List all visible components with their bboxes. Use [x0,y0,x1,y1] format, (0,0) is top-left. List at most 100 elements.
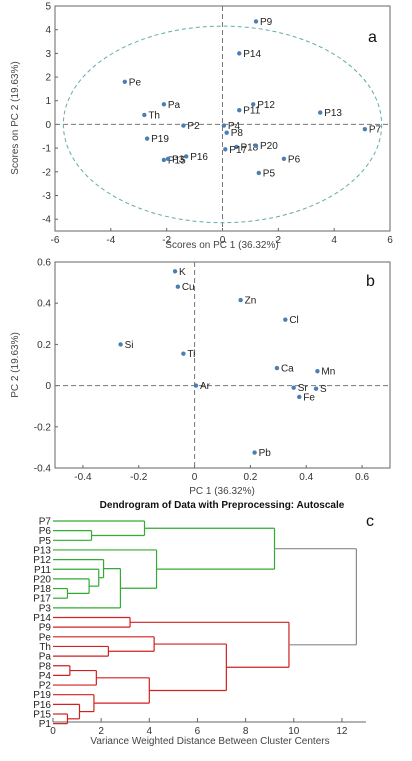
leaf-label: P15 [33,710,51,721]
data-point [184,154,189,159]
x-tick-label: 0.2 [243,472,257,483]
x-tick-label: 0 [192,472,198,483]
point-label: P4 [228,121,241,132]
leaf-label: P4 [39,671,52,682]
y-tick-label: 3 [45,49,51,60]
y-tick-label: -0.2 [34,422,52,433]
data-point [251,102,256,107]
y-tick-label: -3 [42,191,51,202]
data-point [274,365,280,371]
x-tick-label: 10 [288,726,300,737]
data-point [234,144,239,150]
data-point [181,123,186,128]
point-label: Cu [182,282,195,293]
leaf-label: Pe [39,632,52,643]
x-tick-label: 6 [195,726,201,737]
data-point [181,351,186,356]
point-label: Zn [245,296,257,307]
leaf-labels: P7P6P5P13P12P11P20P18P17P3P14P9PeThPaP8P… [33,517,51,731]
point-label: Cl [289,315,298,326]
x-tick-label: 12 [336,726,348,737]
data-point [122,79,127,84]
leaf-label: P19 [33,690,51,701]
leaf-label: P18 [33,584,51,595]
point-label: P3 [172,154,185,165]
data-point [252,450,257,455]
point-label: Pe [129,77,142,88]
y-tick-label: 2 [45,73,51,84]
leaf-label: P1 [39,719,52,730]
panel-label-b: b [366,273,375,290]
x-tick-label: -4 [106,235,115,246]
y-tick-label: -0.4 [34,464,52,475]
y-tick-label: 5 [45,2,51,13]
point-label: P14 [243,49,261,60]
x-tick-label: -6 [51,235,60,246]
point-label: P12 [257,100,275,111]
point-label: P19 [151,134,169,145]
x-tick-label: 0.4 [299,472,313,483]
point-label: Si [125,340,134,351]
leaf-label: P6 [39,526,52,537]
data-point [165,156,171,161]
point-label: P17 [229,145,247,156]
point-label: P5 [263,168,276,179]
x-tick-label: 8 [243,726,249,737]
leaf-label: P5 [39,536,52,547]
point-label: P11 [243,106,260,117]
point-label: P16 [190,152,208,163]
x-tick-label: 6 [387,235,393,246]
y-tick-label: 0.6 [37,258,51,269]
data-point [223,147,228,152]
x-axis-label-a: Scores on PC 1 (36.32%) [165,240,278,251]
y-axis-label-a: Scores on PC 2 (19.63%) [10,61,21,174]
leaf-label: P2 [39,681,52,692]
point-label: Mn [321,367,335,378]
y-tick-label: 0 [45,120,51,131]
leaf-label: P12 [33,555,51,566]
data-point [142,112,147,118]
x-tick-label: 0.6 [355,472,369,483]
axis-ticks-b: -0.4 -0.2 0 0.2 0.4 0.6 -0.4 -0.2 0 0.2 0.4 0.6 [34,258,370,484]
x-axis-label-c: Variance Weighted Distance Between Clust… [90,736,329,747]
leaf-label: P14 [33,613,51,624]
leaf-label: Pa [39,652,52,663]
y-tick-label: -4 [42,215,51,226]
data-point [221,123,227,128]
point-label: Th [148,110,160,121]
point-label: Sr [298,383,309,394]
data-point [313,386,319,391]
point-label: P9 [260,17,273,28]
y-tick-label: 0 [45,381,51,392]
data-point [237,108,242,113]
y-tick-label: -2 [42,167,51,178]
chart-title-c: Dendrogram of Data with Preprocessing: A… [100,500,345,511]
x-tick-label: 4 [331,235,337,246]
point-label: Pb [259,448,272,459]
leaf-label: P13 [33,545,51,556]
x-tick-label: 2 [98,726,104,737]
leaf-label: P17 [33,594,51,605]
data-point [283,317,288,322]
y-tick-label: 4 [45,25,51,36]
loading-points: K Cu Zn Cl Si Ti Ca Mn Ar Sr S Fe Pb [55,262,390,468]
confidence-ellipse [62,25,383,224]
x-tick-label: -0.2 [130,472,148,483]
y-tick-label: 0.4 [37,299,51,310]
leaf-label: P9 [39,623,52,634]
point-label: P8 [231,128,244,139]
plot-frame-b [54,261,391,469]
data-point [161,157,167,163]
data-point [161,102,167,107]
dendrogram: Dendrogram of Data with Preprocessing: A… [33,500,374,747]
y-tick-label: -1 [42,144,51,155]
point-label: P20 [260,141,278,152]
point-label: P13 [324,108,342,119]
point-label: Ar [200,381,211,392]
leaf-label: P16 [33,700,51,711]
leaf-label: Th [39,642,51,653]
panel-label-a: a [368,29,377,46]
x-tick-label: 2 [276,235,282,246]
